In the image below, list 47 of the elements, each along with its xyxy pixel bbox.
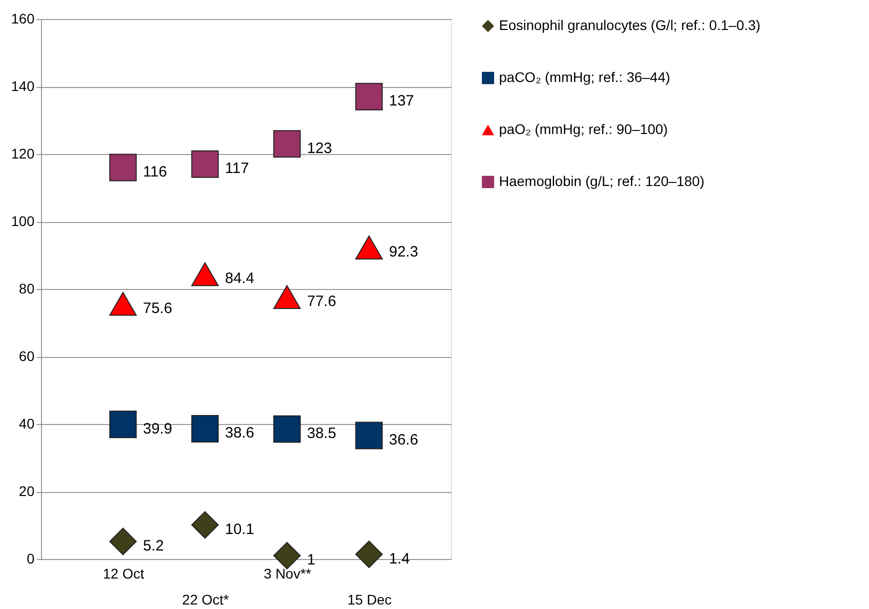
point <box>109 410 137 438</box>
x-tick-label: 15 Dec <box>347 592 392 608</box>
legend-label: paO₂ (mmHg; ref.: 90–100) <box>499 121 668 137</box>
data-label: 77.6 <box>307 293 336 310</box>
point <box>191 262 219 286</box>
data-label: 38.5 <box>307 425 336 442</box>
point <box>355 82 383 110</box>
data-label: 5.2 <box>143 537 164 554</box>
point <box>191 150 219 178</box>
point <box>109 292 137 316</box>
y-tick-label: 160 <box>11 10 35 26</box>
data-label: 137 <box>389 92 414 110</box>
data-label: 39.9 <box>143 420 172 438</box>
x-tick-label: 12 Oct <box>102 566 144 582</box>
y-tick-label: 100 <box>11 213 35 229</box>
point <box>355 236 383 260</box>
legend-label: Eosinophil granulocytes (G/l; ref.: 0.1–0.3) <box>499 17 760 33</box>
data-label: 38.6 <box>225 424 254 442</box>
y-tick-label: 20 <box>18 483 35 499</box>
point <box>109 154 137 182</box>
data-label: 36.6 <box>389 431 418 448</box>
point <box>273 415 301 443</box>
y-tick-label: 40 <box>18 416 35 432</box>
y-tick-label: 120 <box>11 146 35 162</box>
point <box>355 540 383 568</box>
data-label: 116 <box>143 164 167 180</box>
point <box>273 542 301 570</box>
data-label: 92.3 <box>389 243 418 260</box>
point <box>191 414 219 442</box>
y-tick-label: 140 <box>11 78 35 94</box>
legend-label: Haemoglobin (g/L; ref.: 120–180) <box>499 173 704 189</box>
point <box>273 285 301 310</box>
y-tick-label: 80 <box>18 280 35 296</box>
point <box>191 511 219 539</box>
data-label: 1.4 <box>389 550 410 568</box>
y-tick-label: 60 <box>18 348 35 364</box>
point <box>109 528 137 556</box>
data-label: 117 <box>225 160 249 178</box>
data-label: 123 <box>307 140 332 157</box>
point <box>273 130 301 158</box>
y-tick-label: 0 <box>26 550 35 566</box>
data-label: 75.6 <box>143 300 172 317</box>
data-label: 84.4 <box>225 270 254 288</box>
data-label: 10.1 <box>225 520 254 538</box>
point <box>355 422 383 450</box>
x-tick-label: 22 Oct* <box>182 592 230 608</box>
legend-label: paCO₂ (mmHg; ref.: 36–44) <box>499 69 670 85</box>
